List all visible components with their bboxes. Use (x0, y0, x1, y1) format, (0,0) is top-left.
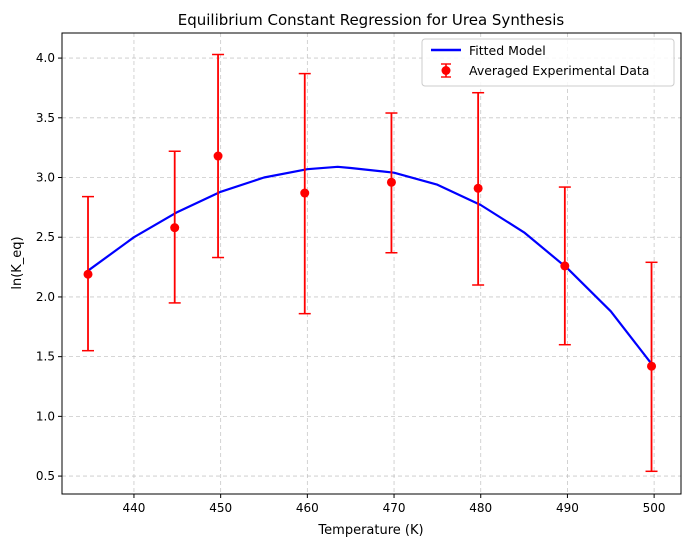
error-bar-layer (82, 53, 658, 473)
legend: Fitted Model Averaged Experimental Data (421, 38, 675, 87)
y-axis-ticks: 0.5 1.0 1.5 2.0 2.5 3.0 3.5 4.0 (36, 51, 62, 483)
y-tick-label: 0.5 (36, 469, 55, 483)
legend-box (421, 38, 675, 87)
y-tick-label: 1.5 (36, 350, 55, 364)
y-tick-label: 3.0 (36, 171, 55, 185)
x-axis-ticks: 440 450 460 470 480 490 500 (123, 494, 666, 515)
legend-experimental-data-label: Averaged Experimental Data (469, 63, 649, 78)
data-point (647, 361, 657, 371)
data-point (170, 223, 180, 233)
grid (62, 33, 681, 494)
legend-data-point (441, 66, 451, 75)
legend-experimental-data-swatch (441, 63, 451, 78)
plot-frame (61, 32, 682, 495)
data-point (300, 188, 310, 198)
x-tick-label: 500 (643, 501, 666, 515)
y-tick-label: 3.5 (36, 111, 55, 125)
y-tick-label: 4.0 (36, 51, 55, 65)
x-tick-label: 480 (469, 501, 492, 515)
y-axis-label: ln(K_eq) (10, 236, 25, 289)
x-tick-label: 490 (556, 501, 579, 515)
data-point (213, 151, 223, 161)
y-tick-label: 1.0 (36, 409, 55, 423)
data-point (560, 261, 570, 271)
data-point (386, 177, 396, 187)
fitted-model-layer (87, 165, 653, 365)
data-point (83, 269, 93, 279)
legend-fitted-model-label: Fitted Model (469, 43, 546, 58)
data-point (473, 183, 483, 193)
x-tick-label: 460 (296, 501, 319, 515)
y-tick-label: 2.0 (36, 290, 55, 304)
x-tick-label: 470 (383, 501, 406, 515)
x-tick-label: 450 (209, 501, 232, 515)
fitted-model-line (87, 165, 653, 365)
chart-title: Equilibrium Constant Regression for Urea… (178, 11, 565, 29)
x-axis-label: Temperature (K) (317, 523, 423, 538)
y-tick-label: 2.5 (36, 230, 55, 244)
x-tick-label: 440 (123, 501, 146, 515)
